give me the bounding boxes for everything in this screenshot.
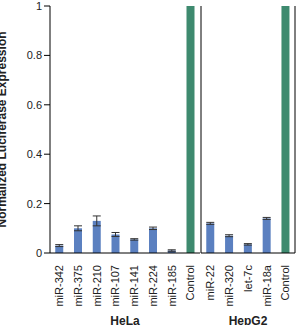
svg-text:Normalized Luciferase Expressi: Normalized Luciferase Expression	[8, 31, 9, 227]
svg-text:HeLa: HeLa	[110, 314, 140, 325]
svg-text:0: 0	[36, 247, 42, 259]
svg-text:0.4: 0.4	[27, 148, 42, 160]
svg-text:Control: Control	[184, 265, 196, 300]
svg-text:HepG2: HepG2	[229, 314, 268, 325]
svg-text:miR-375: miR-375	[72, 265, 84, 307]
svg-text:miR-185: miR-185	[166, 265, 178, 307]
svg-text:miR-342: miR-342	[53, 265, 65, 307]
svg-text:Control: Control	[279, 265, 291, 300]
svg-text:0.2: 0.2	[27, 198, 42, 210]
svg-text:0.6: 0.6	[27, 99, 42, 111]
svg-text:1: 1	[36, 0, 42, 12]
svg-text:miR-210: miR-210	[91, 265, 103, 307]
svg-text:let-7c: let-7c	[242, 265, 254, 292]
svg-text:miR-107: miR-107	[109, 265, 121, 307]
svg-text:0.8: 0.8	[27, 49, 42, 61]
svg-text:miR-18a: miR-18a	[261, 264, 273, 306]
svg-text:miR-22: miR-22	[204, 265, 216, 300]
svg-text:miR-224: miR-224	[147, 265, 159, 307]
svg-text:miR-320: miR-320	[223, 265, 235, 307]
svg-text:miR-141: miR-141	[128, 265, 140, 307]
